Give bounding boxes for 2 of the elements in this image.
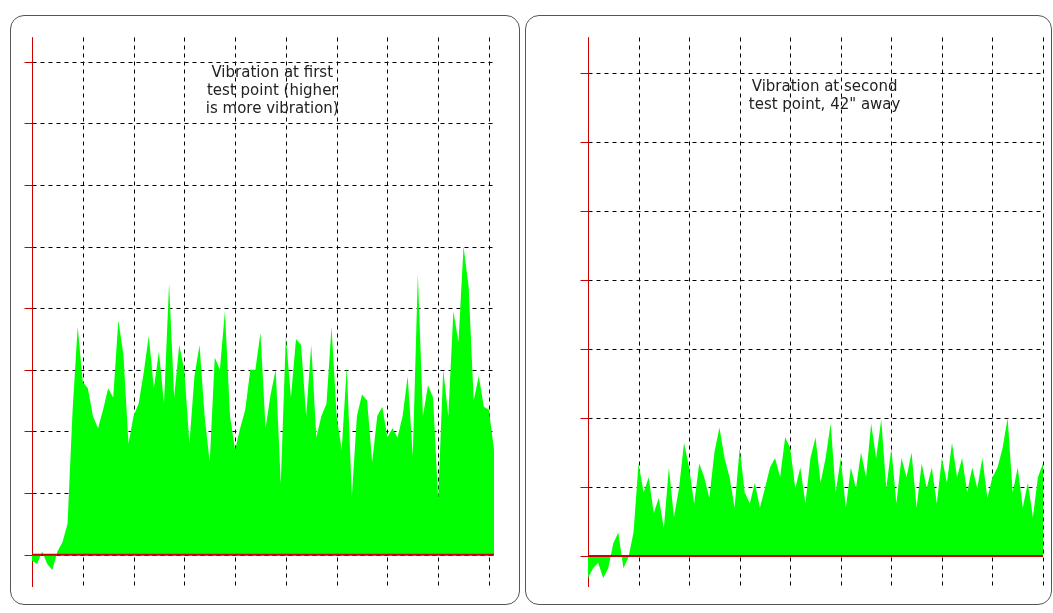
text: Vibration at first test point (higher is more vibration): [205, 63, 339, 117]
text: Vibration at second test point, 42" away: [748, 77, 901, 113]
